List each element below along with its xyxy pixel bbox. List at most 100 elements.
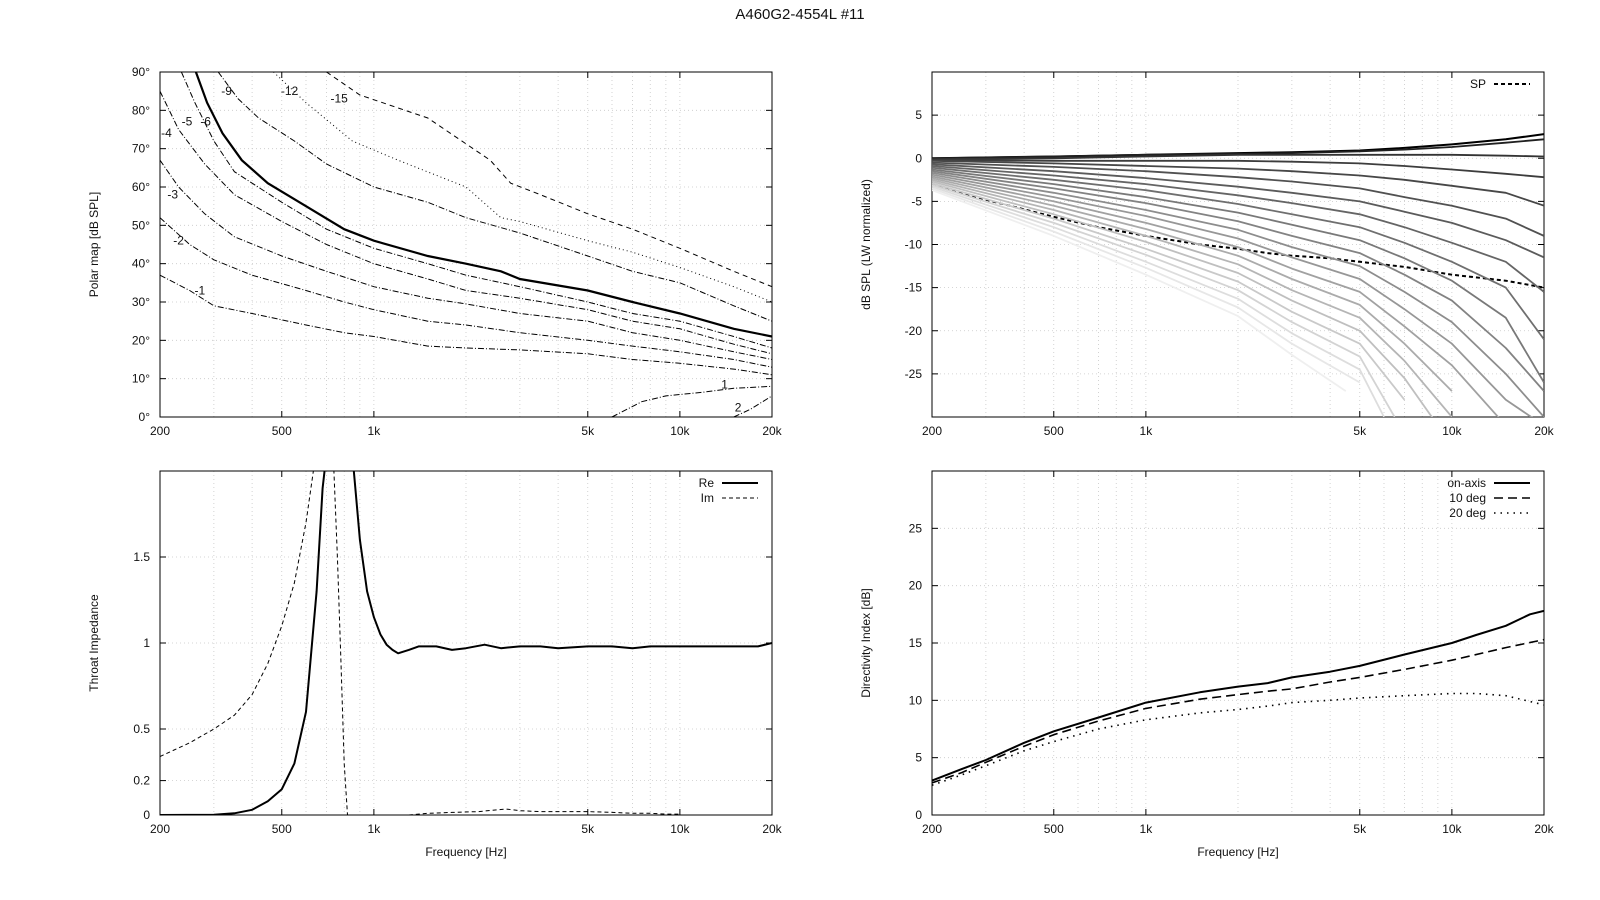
- series-20-deg: [932, 692, 1544, 786]
- series-line: [932, 180, 1433, 417]
- y-tick-label: 20°: [132, 333, 150, 347]
- series-line: [932, 175, 1500, 417]
- contour-label: -2: [173, 234, 184, 248]
- series-line: [932, 153, 1544, 160]
- y-tick-label: 0: [915, 808, 922, 822]
- x-tick-label: 500: [272, 424, 292, 438]
- x-tick-label: 20k: [1534, 424, 1554, 438]
- contour-label: -9: [221, 84, 232, 98]
- series-line: [932, 185, 1385, 417]
- series-line: [932, 187, 1361, 384]
- y-tick-label: -15: [905, 281, 923, 295]
- series-line: [932, 178, 1453, 417]
- contour-label: 2: [735, 400, 742, 414]
- page-title: A460G2-4554L #11: [735, 6, 865, 23]
- chart-polar: 200 500 1k 5k 10k 20k 0° 10° 20° 30° 40° 50° 60° 70° 8…: [87, 65, 783, 438]
- contour-line: [160, 159, 772, 360]
- series-line: [932, 177, 1453, 392]
- y-tick-label: 1.5: [133, 550, 150, 564]
- y-axis-label: dB SPL (LW normalized): [859, 179, 873, 310]
- plot-area-polar: [160, 72, 772, 417]
- y-tick-label: 5: [915, 108, 922, 122]
- x-tick-label: 200: [150, 424, 170, 438]
- series-line: [408, 808, 680, 815]
- series-10-deg: [932, 638, 1544, 784]
- contour-label: -5: [182, 115, 193, 129]
- x-tick-label: 10k: [670, 822, 690, 836]
- contour-line: [160, 217, 772, 368]
- series-line: [932, 163, 1544, 259]
- y-tick-label: 60°: [132, 180, 150, 194]
- legend-label: 10 deg: [1449, 491, 1486, 505]
- y-axis-label: Polar map [dB SPL]: [87, 192, 101, 297]
- contour-line: [217, 72, 772, 322]
- y-tick-label: 0: [915, 151, 922, 165]
- x-axis-label: Frequency [Hz]: [425, 845, 506, 859]
- series-im: [160, 471, 348, 815]
- legend-label: on-axis: [1447, 476, 1486, 490]
- contour-label: 1: [721, 377, 728, 391]
- y-tick-label: 40°: [132, 257, 150, 271]
- y-tick-label: 10: [909, 693, 923, 707]
- legend-label: Re: [699, 476, 715, 490]
- y-tick-label: 10°: [132, 372, 150, 386]
- y-axis-label: Directivity Index [dB]: [859, 588, 873, 697]
- y-tick-label: -20: [905, 324, 923, 338]
- plot-area-spl: [932, 133, 1544, 417]
- x-tick-label: 20k: [762, 424, 782, 438]
- series-sp: [932, 183, 1544, 289]
- x-axis-label: Frequency [Hz]: [1197, 845, 1278, 859]
- chart-di: 200 500 1k 5k 10k 20k 0 5 10 15 20 25 Directivity In…: [859, 470, 1555, 859]
- plot-frame: [159, 71, 773, 418]
- x-tick-label: 1k: [368, 822, 382, 836]
- legend-label: Im: [701, 491, 714, 505]
- x-tick-label: 200: [922, 424, 942, 438]
- series-line: [932, 159, 1544, 179]
- x-tick-label: 1k: [1140, 424, 1154, 438]
- x-tick-label: 500: [1044, 424, 1064, 438]
- y-tick-label: -5: [911, 194, 922, 208]
- x-tick-label: 20k: [762, 822, 782, 836]
- series-line: [932, 159, 1544, 207]
- x-tick-label: 20k: [1534, 822, 1554, 836]
- legend-label: SP: [1470, 77, 1486, 91]
- y-tick-label: 25: [909, 521, 923, 535]
- plot-area-impedance: [160, 471, 772, 815]
- contour-line: [160, 274, 772, 376]
- contour-label: -1: [195, 283, 206, 297]
- x-tick-label: 10k: [1442, 424, 1462, 438]
- x-tick-label: 200: [150, 822, 170, 836]
- series-line: [932, 173, 1533, 417]
- x-tick-label: 500: [272, 822, 292, 836]
- series-line: [932, 189, 1347, 392]
- y-tick-label: -10: [905, 238, 923, 252]
- x-tick-label: 1k: [1140, 822, 1154, 836]
- x-tick-label: 10k: [1442, 822, 1462, 836]
- y-tick-label: -25: [905, 367, 923, 381]
- contour-line: [326, 72, 772, 288]
- contour-label: -15: [330, 92, 348, 106]
- x-tick-label: 5k: [1353, 424, 1367, 438]
- series-on-axis: [932, 609, 1544, 782]
- y-tick-label: 80°: [132, 103, 150, 117]
- y-tick-label: 0.5: [133, 722, 150, 736]
- chart-impedance: 200 500 1k 5k 10k 20k 0 0.2 0.5 1 1.5 Throat Impeda…: [87, 470, 783, 859]
- x-tick-label: 200: [922, 822, 942, 836]
- grid-polar: [160, 72, 772, 417]
- y-tick-label: 90°: [132, 65, 150, 79]
- y-tick-label: 0.2: [133, 774, 150, 788]
- grid-di: [932, 471, 1544, 815]
- series-line: [932, 161, 1544, 237]
- series-line: [932, 165, 1544, 293]
- y-tick-label: 20: [909, 579, 923, 593]
- y-tick-label: 50°: [132, 218, 150, 232]
- series-line: [932, 182, 1406, 401]
- y-tick-label: 30°: [132, 295, 150, 309]
- y-tick-label: 1: [143, 636, 150, 650]
- series-line: [932, 172, 1544, 417]
- x-tick-label: 10k: [670, 424, 690, 438]
- grid-impedance: [160, 471, 772, 815]
- legend-label: 20 deg: [1449, 506, 1486, 520]
- x-tick-label: 500: [1044, 822, 1064, 836]
